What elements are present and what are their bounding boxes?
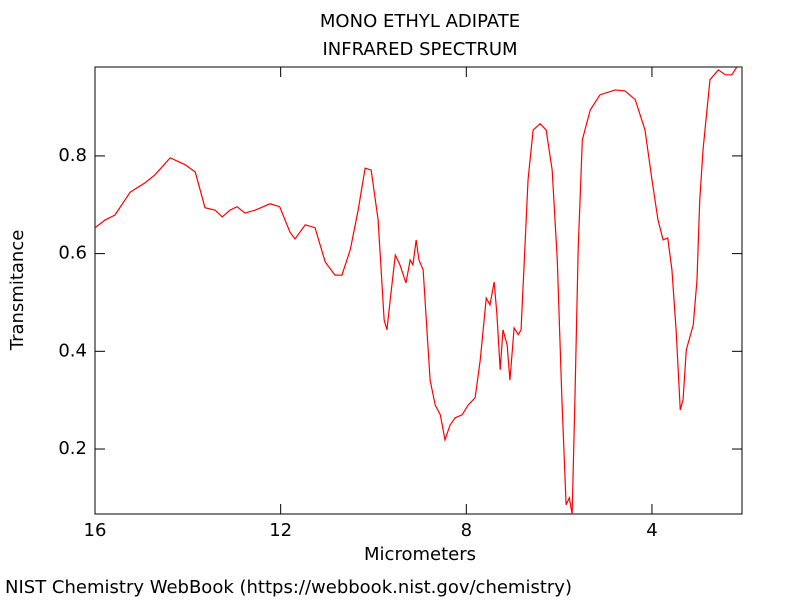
plot-frame [94,66,743,515]
x-tick-label: 12 [269,520,292,541]
chart-title: MONO ETHYL ADIPATE [320,11,520,32]
x-tick-label: 8 [461,520,472,541]
y-axis-label: Transmitance [7,230,28,352]
chart-subtitle: INFRARED SPECTRUM [322,39,517,60]
x-axis-label: Micrometers [364,544,476,565]
y-tick-label: 0.8 [58,145,87,166]
spectrum-line [95,67,742,514]
y-tick-label: 0.4 [58,340,87,361]
y-tick-label: 0.6 [58,243,87,264]
y-tick-label: 0.2 [58,438,87,459]
x-tick-label: 4 [646,520,657,541]
source-note: NIST Chemistry WebBook (https://webbook.… [5,577,572,598]
x-tick-label: 16 [84,520,107,541]
